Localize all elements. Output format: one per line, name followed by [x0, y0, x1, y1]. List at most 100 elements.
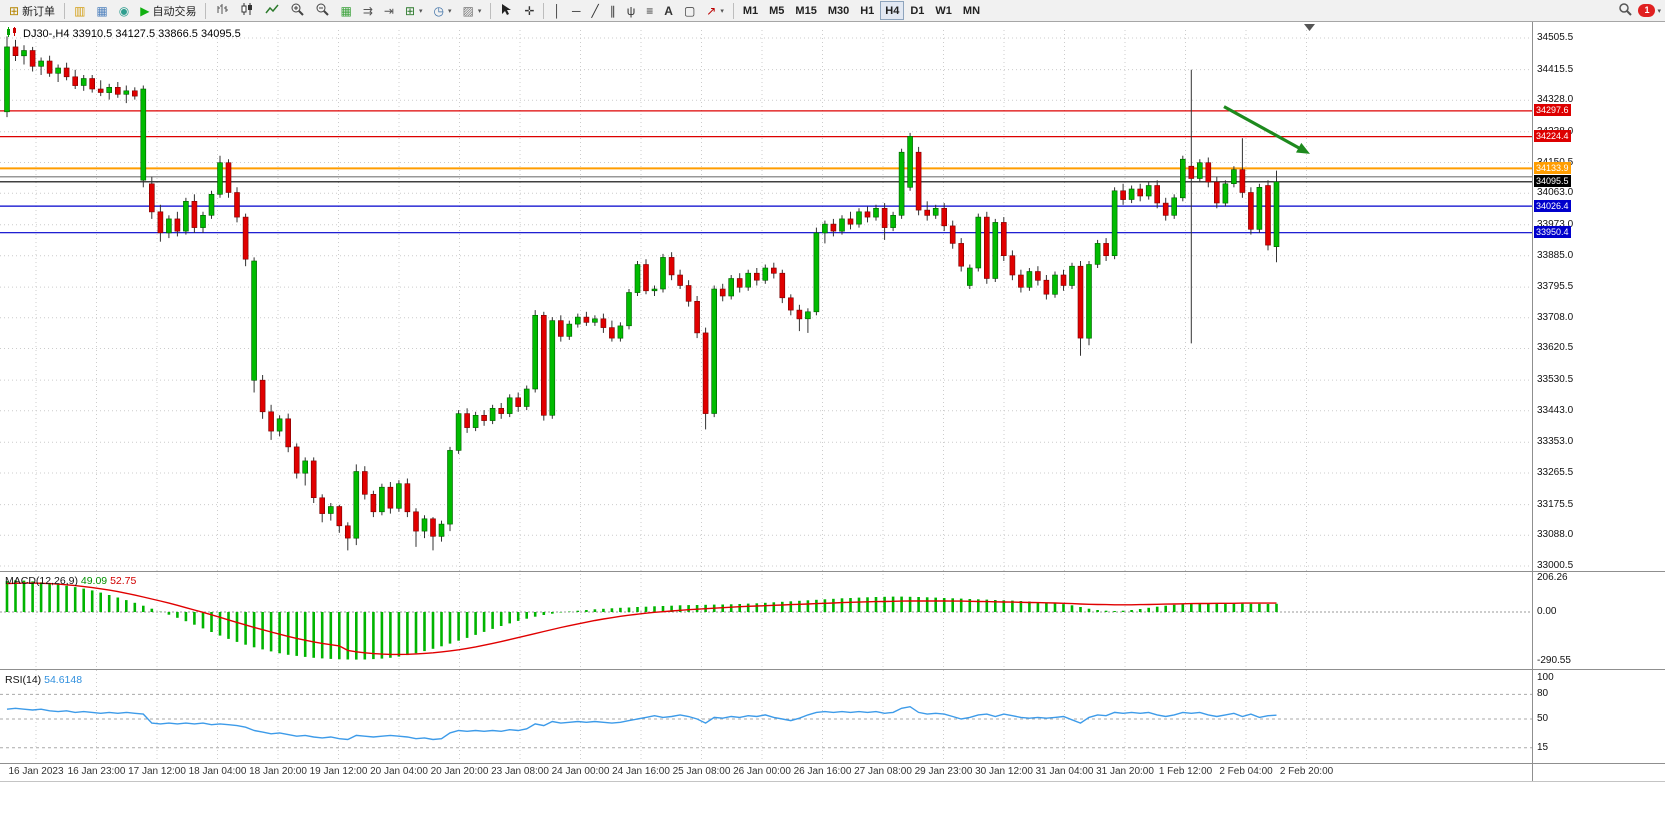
- chevron-down-icon: ▾: [720, 7, 724, 15]
- crosshair-button[interactable]: ✛: [519, 1, 539, 20]
- chart-shift-icon: ⇥: [383, 3, 394, 18]
- timeframe-m1[interactable]: M1: [738, 1, 763, 20]
- time-axis-label: 1 Feb 12:00: [1158, 766, 1213, 777]
- price-axis-divider[interactable]: [1532, 22, 1533, 781]
- search-icon: [1618, 2, 1633, 19]
- label-tool-icon: ▢: [683, 3, 696, 18]
- macd-signal-value: 52.75: [110, 575, 137, 587]
- window-bottom-divider: [0, 781, 1665, 782]
- time-axis-label: 20 Jan 20:00: [430, 766, 489, 777]
- market-watch-button[interactable]: ▥: [69, 1, 90, 20]
- time-axis-label: 18 Jan 04:00: [188, 766, 247, 777]
- new-chart-button[interactable]: ⊞ ▾: [400, 1, 428, 20]
- autoscroll-button[interactable]: ⇉: [358, 1, 378, 20]
- macd-signal-line: [6, 582, 1277, 656]
- price-axis-label: 33000.5: [1537, 560, 1574, 571]
- macd-axis-label: 206.26: [1537, 571, 1568, 583]
- data-window-button[interactable]: ▦: [91, 1, 112, 20]
- cursor-button[interactable]: [495, 1, 518, 20]
- time-axis-label: 20 Jan 04:00: [370, 766, 428, 777]
- navigator-button[interactable]: ◉: [114, 1, 134, 20]
- timeframe-w1[interactable]: W1: [930, 1, 957, 20]
- zoom-out-icon: [315, 2, 330, 19]
- panel-divider[interactable]: [0, 763, 1665, 764]
- candlestick-chart-button[interactable]: [235, 1, 259, 20]
- tile-windows-button[interactable]: ▦: [335, 1, 356, 20]
- price-axis-label: 33973.0: [1537, 218, 1574, 230]
- price-level-badge: 34224.4: [1534, 130, 1571, 143]
- time-axis-label: 16 Jan 2023: [8, 766, 64, 777]
- rsi-axis-label: 80: [1537, 688, 1549, 700]
- macd-axis-label: -290.55: [1537, 654, 1571, 666]
- timeframe-h1[interactable]: H1: [855, 1, 879, 20]
- trendline-tool-button[interactable]: ╱: [586, 1, 603, 20]
- time-axis-label: 23 Jan 08:00: [491, 766, 549, 777]
- fibonacci-tool-button[interactable]: ≡: [641, 1, 658, 20]
- arrows-tool-button[interactable]: ↗ ▾: [701, 1, 729, 20]
- macd-histogram: [5, 580, 1278, 660]
- timeframe-d1[interactable]: D1: [905, 1, 929, 20]
- time-axis-label: 2 Feb 04:00: [1219, 766, 1273, 777]
- timeframe-m5[interactable]: M5: [764, 1, 789, 20]
- toolbar-separator: [543, 2, 545, 19]
- panel-divider[interactable]: [0, 669, 1665, 670]
- time-axis-label: 25 Jan 08:00: [672, 766, 731, 777]
- template-button[interactable]: ▨ ▾: [458, 1, 487, 20]
- period-button[interactable]: ◷ ▾: [429, 1, 457, 20]
- chart-title: DJ30-,H4 33910.5 34127.5 33866.5 34095.5: [6, 26, 241, 41]
- auto-trading-button[interactable]: ▶ 自动交易: [135, 1, 201, 20]
- channel-tool-button[interactable]: ∥: [605, 1, 621, 20]
- timeframe-m15[interactable]: M15: [790, 1, 821, 20]
- horizontal-line-tool-button[interactable]: ─: [567, 1, 586, 20]
- price-axis-label: 33265.5: [1537, 467, 1574, 479]
- pitchfork-tool-button[interactable]: ψ: [622, 1, 641, 20]
- zoom-in-button[interactable]: [285, 1, 309, 20]
- chart-shift-button[interactable]: ⇥: [379, 1, 399, 20]
- timeframe-m30[interactable]: M30: [823, 1, 854, 20]
- zoom-in-icon: [290, 2, 305, 19]
- line-chart-icon: [265, 2, 280, 19]
- price-axis-label: 34505.5: [1537, 32, 1574, 43]
- horizontal-line-icon: ─: [571, 3, 581, 18]
- time-axis-label: 26 Jan 00:00: [733, 766, 791, 777]
- time-axis-label: 31 Jan 20:00: [1096, 766, 1154, 777]
- toolbar-separator: [490, 2, 492, 19]
- price-axis-label: 33175.5: [1537, 498, 1574, 510]
- new-order-button[interactable]: ⊞ 新订单: [4, 1, 60, 20]
- macd-name: MACD(12,26,9): [5, 575, 78, 587]
- toolbar-separator: [732, 2, 734, 19]
- panel-divider[interactable]: [0, 571, 1665, 572]
- candles-layer: [4, 36, 1280, 551]
- price-axis-label: 33443.0: [1537, 404, 1574, 416]
- bar-chart-button[interactable]: [210, 1, 234, 20]
- macd-main-value: 49.09: [80, 575, 108, 587]
- trendline-icon: ╱: [591, 3, 599, 18]
- line-chart-button[interactable]: [260, 1, 284, 20]
- search-button[interactable]: [1613, 1, 1637, 20]
- price-axis-label: 33795.5: [1537, 281, 1574, 293]
- macd-label: MACD(12,26,9) 49.09 52.75: [5, 575, 136, 587]
- time-axis-label: 19 Jan 12:00: [309, 766, 368, 777]
- text-tool-button[interactable]: A: [659, 1, 678, 20]
- timeframe-h4[interactable]: H4: [880, 1, 905, 20]
- arrows-tool-icon: ↗: [706, 3, 717, 18]
- chart-title-text: DJ30-,H4 33910.5 34127.5 33866.5 34095.5: [23, 27, 241, 40]
- time-axis-label: 24 Jan 00:00: [551, 766, 610, 777]
- price-axis-label: 33353.0: [1537, 436, 1574, 448]
- timeframe-mn[interactable]: MN: [958, 1, 985, 20]
- price-axis-label: 34415.5: [1537, 63, 1574, 75]
- zoom-out-button[interactable]: [310, 1, 334, 20]
- arrow-annotation[interactable]: [1223, 105, 1310, 154]
- rsi-name: RSI(14): [5, 674, 42, 686]
- label-tool-button[interactable]: ▢: [679, 1, 700, 20]
- chart-shift-marker[interactable]: [1304, 24, 1315, 31]
- bar-chart-icon: [215, 2, 229, 19]
- vertical-line-tool-button[interactable]: │: [548, 1, 566, 20]
- new-order-label: 新订单: [22, 5, 56, 18]
- notification-badge[interactable]: 1: [1638, 4, 1656, 17]
- cursor-icon: [500, 3, 513, 19]
- fibonacci-icon: ≡: [646, 3, 654, 18]
- time-axis-label: 18 Jan 20:00: [249, 766, 307, 777]
- period-icon: ◷: [433, 3, 444, 18]
